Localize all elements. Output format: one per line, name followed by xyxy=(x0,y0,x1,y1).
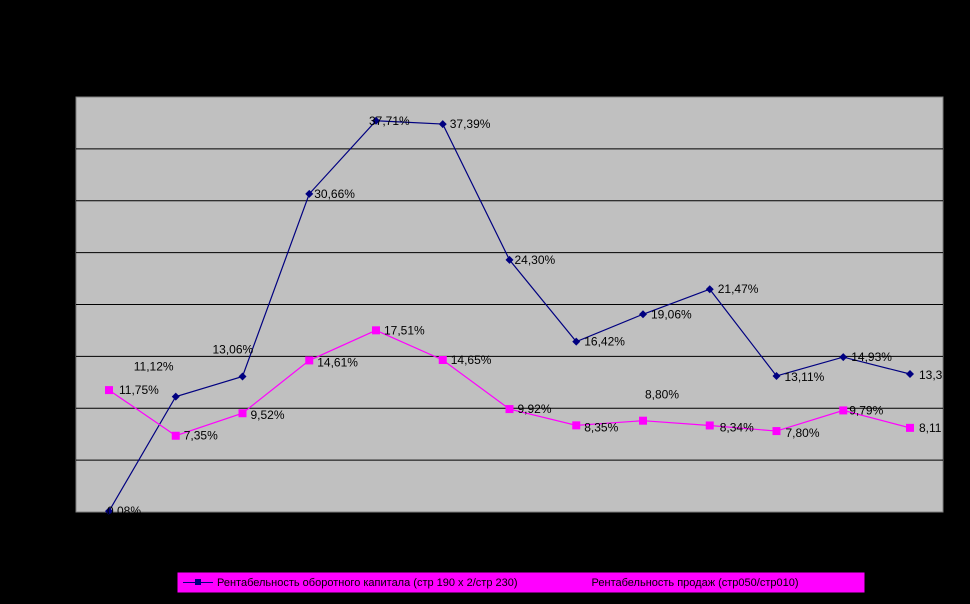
series-2-data-label: 8,80% xyxy=(645,388,679,402)
series-1-point xyxy=(572,337,581,346)
series-1-point xyxy=(839,353,848,362)
series-1-point xyxy=(238,372,247,381)
series-2-data-label: 8,34% xyxy=(720,420,754,434)
series-2-point xyxy=(438,356,447,365)
series-2-point xyxy=(639,416,647,425)
series-1-point xyxy=(772,371,781,380)
series-2-point xyxy=(839,406,848,415)
series-2-point xyxy=(105,386,113,395)
series-2-data-label: 9,52% xyxy=(251,408,285,422)
series-1-data-label: 13,11% xyxy=(785,370,825,384)
series-1-data-label: 0,08% xyxy=(107,504,141,518)
series-1-swatch-icon xyxy=(183,578,213,588)
series-1-point xyxy=(505,255,514,264)
series-2-data-label: 7,80% xyxy=(786,426,820,440)
series-2-point xyxy=(772,427,781,436)
series-1-data-label: 21,47% xyxy=(718,282,759,296)
series-1-point xyxy=(305,189,314,198)
legend-item-series-1: Рентабельность оборотного капитала (стр … xyxy=(183,577,518,589)
series-2-point xyxy=(505,405,514,414)
series-1-data-label: 24,30% xyxy=(515,253,556,267)
series-1-point xyxy=(372,116,380,125)
series-1-point xyxy=(705,285,714,294)
series-2-data-label: 8,35% xyxy=(584,420,618,434)
series-1-data-label: 30,66% xyxy=(314,187,355,201)
series-2-data-label: 14,61% xyxy=(317,355,358,369)
series-1-data-label: 13,06% xyxy=(213,343,254,357)
series-1-data-label: 19,06% xyxy=(651,307,692,321)
legend-frame xyxy=(176,571,866,594)
series-2-point xyxy=(372,326,380,335)
series-1-point xyxy=(438,120,447,129)
series-2-point xyxy=(305,356,314,365)
series-2-point xyxy=(238,409,247,418)
series-2-point xyxy=(171,431,180,440)
series-1-data-label: 16,42% xyxy=(584,335,625,349)
series-2-data-label: 9,92% xyxy=(518,402,552,416)
series-2-data-label: 9,79% xyxy=(849,403,883,417)
series-2-data-label: 17,51% xyxy=(384,323,425,337)
legend-item-series-2: Рентабельность продаж (стр050/стр010) xyxy=(557,576,799,589)
legend: Рентабельность оборотного капитала (стр … xyxy=(177,572,865,593)
series-1-data-label: 14,93% xyxy=(851,350,892,364)
series-2-data-label: 14,65% xyxy=(451,353,492,367)
series-1-data-label: 37,39% xyxy=(450,117,491,131)
series-2-point xyxy=(705,421,714,430)
series-1-point xyxy=(171,392,180,401)
series-1-data-label: 13,3 xyxy=(919,368,943,382)
series-1-point xyxy=(105,507,113,516)
series-2-data-label: 7,35% xyxy=(184,429,218,443)
series-2-data-label: 8,11 xyxy=(919,421,942,435)
series-1-data-label: 37,71% xyxy=(369,114,410,128)
series-1-point xyxy=(906,370,914,379)
series-1-point xyxy=(639,310,647,319)
series-2-swatch-icon xyxy=(557,578,588,588)
series-2-data-label: 11,75% xyxy=(119,383,159,397)
series-2-point xyxy=(906,423,914,432)
series-1-data-label: 11,12% xyxy=(134,360,174,374)
series-2-point xyxy=(572,421,581,430)
legend-label-series-2: Рентабельность продаж (стр050/стр010) xyxy=(591,576,799,589)
legend-label-series-1: Рентабельность оборотного капитала (стр … xyxy=(217,576,518,589)
